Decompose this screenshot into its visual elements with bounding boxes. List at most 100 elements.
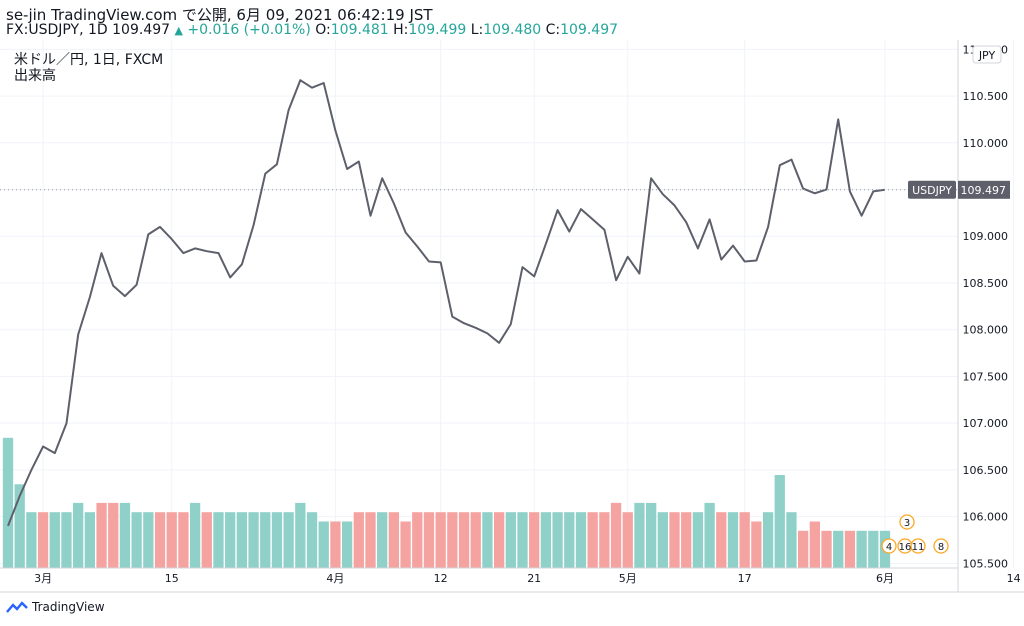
volume-bar — [599, 512, 610, 568]
symbol-tag-label: USDJPY — [912, 184, 952, 197]
tradingview-logo[interactable]: TradingView — [6, 600, 105, 614]
volume-bar — [458, 512, 470, 568]
y-tick-label: 105.500 — [963, 557, 1009, 570]
event-marker-count: 3 — [904, 518, 910, 529]
close-value: 109.497 — [560, 22, 619, 38]
pane-title: 米ドル／円, 1日, FXCM 出来高 — [14, 52, 163, 84]
event-marker[interactable] — [881, 538, 897, 554]
volume-bar — [131, 512, 142, 568]
event-marker[interactable] — [933, 538, 949, 554]
volume-bar — [96, 502, 107, 568]
volume-bar — [540, 512, 552, 568]
volume-bar — [856, 530, 867, 568]
volume-bar — [26, 512, 37, 568]
volume-bar — [73, 502, 84, 568]
event-marker-count: 8 — [938, 542, 944, 553]
volume-bar — [260, 512, 271, 568]
tradingview-logo-icon — [6, 601, 28, 613]
volume-bar — [353, 512, 364, 568]
y-tick-label: 107.500 — [963, 370, 1009, 383]
volume-bar — [295, 502, 306, 568]
x-tick-label: 17 — [738, 572, 752, 585]
change-value: +0.016 (+0.01%) — [187, 22, 311, 38]
volume-bar — [377, 512, 388, 568]
volume-bar — [505, 512, 516, 568]
x-tick-label: 21 — [527, 572, 541, 585]
y-tick-label: 106.000 — [963, 511, 1009, 524]
volume-bar — [610, 502, 622, 568]
high-value: 109.499 — [408, 22, 467, 38]
low-label: L: — [470, 22, 484, 38]
volume-bar — [330, 521, 341, 568]
volume-indicator-label[interactable]: 出来高 — [14, 68, 56, 84]
volume-bar — [236, 512, 248, 568]
volume-bar — [201, 512, 212, 568]
volume-bar — [751, 521, 762, 568]
volume-bar — [587, 512, 598, 568]
ohlc-legend: FX:USDJPY, 1D 109.497 ▲ +0.016 (+0.01%) … — [6, 22, 618, 38]
currency-badge[interactable] — [972, 45, 1002, 64]
volume-bar — [412, 512, 423, 568]
volume-bar — [225, 512, 236, 568]
volume-bar — [14, 484, 25, 568]
volume-bar — [447, 512, 458, 568]
volume-bar — [108, 502, 119, 568]
high-label: H: — [393, 22, 409, 38]
x-tick-label: 3月 — [34, 572, 52, 585]
volume-bar — [493, 512, 505, 568]
volume-bar — [2, 437, 14, 568]
volume-bar — [213, 512, 224, 568]
volume-bar — [704, 502, 715, 568]
x-tick-label: 5月 — [619, 572, 637, 585]
volume-bar — [786, 512, 797, 568]
brand-label: TradingView — [32, 600, 105, 614]
x-tick-label: 14 — [1007, 572, 1021, 585]
event-marker[interactable] — [899, 514, 915, 530]
volume-bar — [388, 512, 400, 568]
x-tick-label: 6月 — [876, 572, 894, 585]
y-tick-label: 108.000 — [963, 324, 1009, 337]
volume-bar — [49, 512, 60, 568]
y-tick-label: 107.000 — [963, 417, 1009, 430]
volume-bar — [774, 475, 785, 568]
volume-bar — [166, 512, 177, 568]
symbol-tag — [908, 180, 956, 199]
volume-bar — [400, 521, 411, 568]
volume-bar — [821, 530, 832, 568]
volume-bar — [622, 512, 633, 568]
volume-bar — [365, 512, 376, 568]
low-value: 109.480 — [483, 22, 542, 38]
event-marker-count: 11 — [912, 542, 925, 553]
volume-bar — [634, 502, 645, 568]
y-tick-label: 110.000 — [963, 137, 1009, 150]
volume-bar — [283, 512, 294, 568]
volume-bar — [692, 512, 704, 568]
volume-bar — [470, 512, 481, 568]
close-label: C: — [545, 22, 561, 38]
volume-bar — [716, 512, 727, 568]
volume-bar — [681, 512, 692, 568]
volume-bar — [306, 512, 318, 568]
volume-bar — [739, 512, 750, 568]
volume-bar — [645, 502, 657, 568]
up-arrow-icon: ▲ — [174, 24, 183, 37]
volume-bar — [575, 512, 587, 568]
volume-bar — [248, 512, 259, 568]
volume-bar — [669, 512, 680, 568]
volume-bar — [271, 512, 283, 568]
volume-bar — [435, 512, 446, 568]
event-marker-count: 16 — [899, 542, 912, 553]
event-marker[interactable] — [910, 538, 926, 554]
open-value: 109.481 — [330, 22, 389, 38]
price-line[interactable] — [7, 79, 886, 527]
volume-bar — [119, 502, 131, 568]
volume-bar — [482, 512, 493, 568]
volume-bar — [189, 502, 201, 568]
y-tick-label: 108.500 — [963, 277, 1009, 290]
volume-bar — [809, 521, 820, 568]
volume-bar — [657, 512, 668, 568]
symbol-label: FX:USDJPY, 1D — [6, 22, 108, 38]
volume-bar — [552, 512, 563, 568]
volume-bar — [517, 512, 528, 568]
